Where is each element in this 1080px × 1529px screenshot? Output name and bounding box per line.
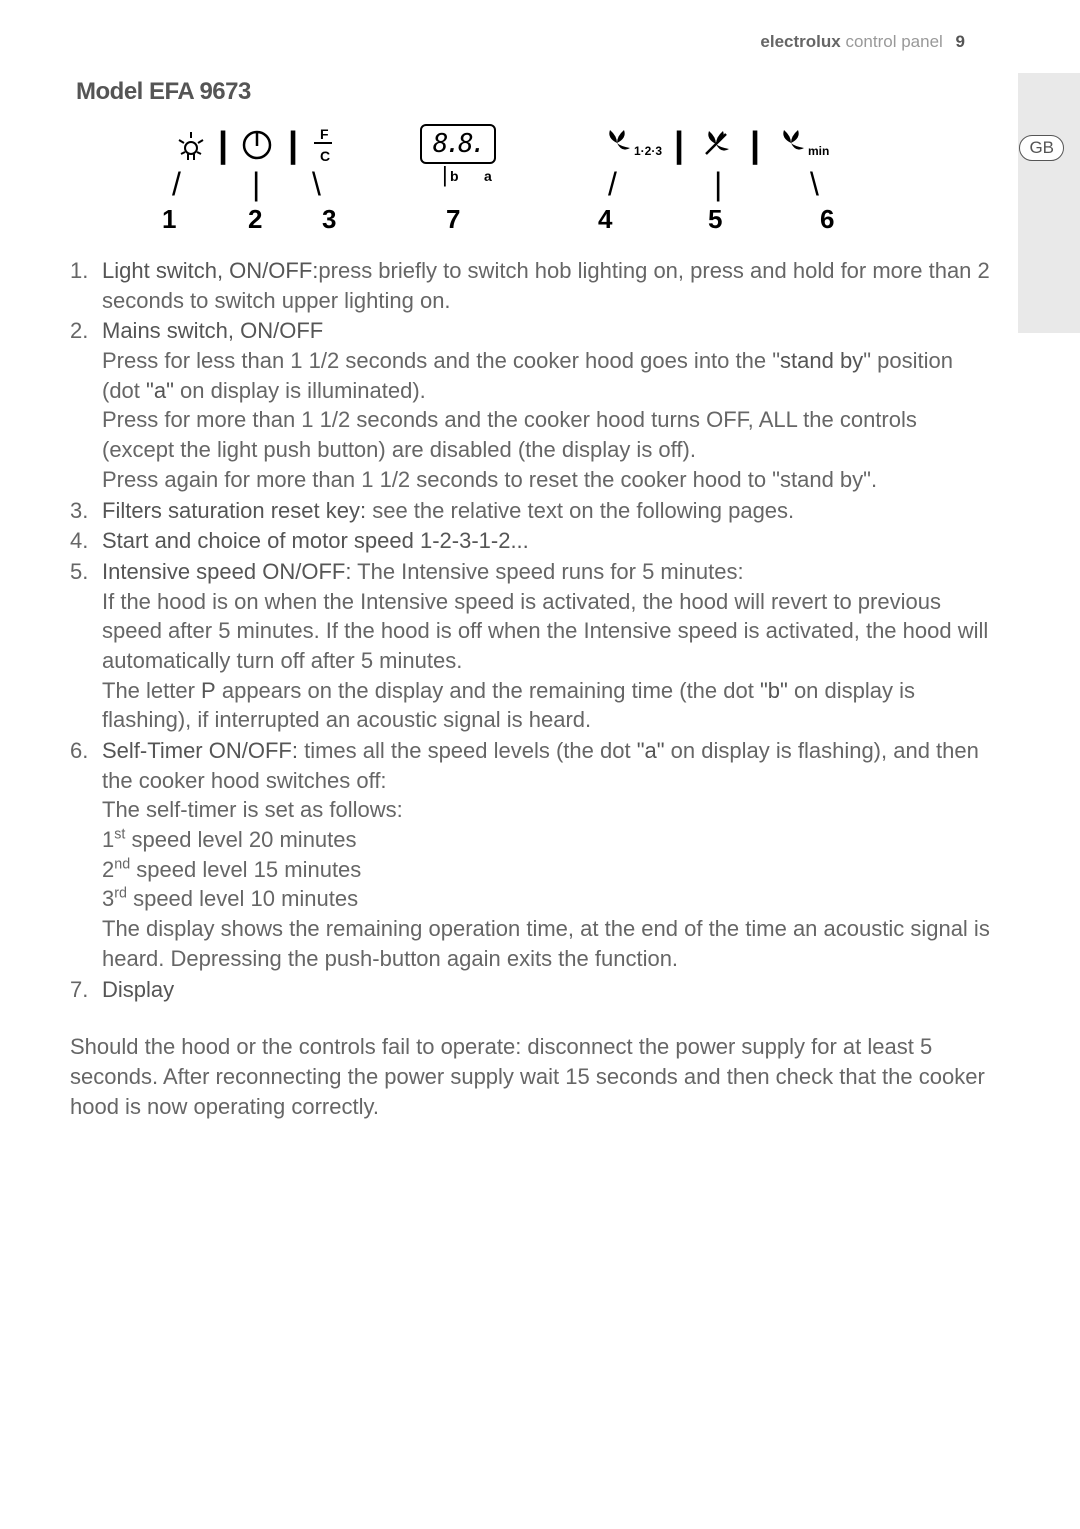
instructions-list: 1.Light switch, ON/OFF:press briefly to …: [70, 256, 990, 1004]
list-item-5: 5.Intensive speed ON/OFF: The Intensive …: [70, 557, 990, 735]
label-b: b: [450, 168, 459, 184]
side-tab: [1018, 73, 1080, 333]
diagram-number-5: 5: [708, 204, 722, 235]
item5-lead: Intensive speed ON/OFF:: [102, 559, 351, 584]
content-body: 1.Light switch, ON/OFF:press briefly to …: [70, 256, 990, 1121]
pointer-line: /: [172, 166, 181, 203]
display-box: 8.8.: [420, 124, 496, 164]
section-name: control panel: [845, 32, 942, 51]
item5-text3d: "b": [760, 678, 788, 703]
display-value: 8.8.: [433, 129, 484, 159]
item6-text2: The self-timer is set as follows:: [70, 795, 990, 825]
label-123: 1·2·3: [634, 144, 662, 158]
list-item-2: 2.Mains switch, ON/OFF Press for less th…: [70, 316, 990, 494]
item3-text: see the relative text on the following p…: [366, 498, 794, 523]
item6-text1b: "a": [637, 738, 665, 763]
item6-text1a: times all the speed levels (the dot: [298, 738, 637, 763]
label-a: a: [484, 168, 492, 184]
diagram-number-4: 4: [598, 204, 612, 235]
item6-s3: speed level 10 minutes: [127, 886, 358, 911]
pointer-line: \: [312, 166, 321, 203]
pointer-line: \: [810, 166, 819, 203]
fan-strike-icon: [700, 128, 732, 168]
item6-s2: speed level 15 minutes: [130, 857, 361, 882]
item5-text1: The Intensive speed runs for 5 minutes:: [351, 559, 743, 584]
item6-lead: Self-Timer ON/OFF:: [102, 738, 298, 763]
item5-text3b: P: [201, 678, 216, 703]
pointer-line: |: [442, 162, 448, 188]
pointer-line: |: [714, 166, 722, 203]
item2-p1e: on display is illuminated).: [174, 378, 426, 403]
list-item-1: 1.Light switch, ON/OFF:press briefly to …: [70, 256, 990, 315]
item6-text3: The display shows the remaining operatio…: [70, 914, 990, 973]
label-min: min: [808, 144, 829, 158]
item2-p1d: "a": [146, 378, 174, 403]
item2-p3: Press again for more than 1 1/2 seconds …: [70, 465, 990, 495]
separator-icon: |: [750, 124, 760, 166]
light-icon: [175, 130, 207, 170]
diagram-number-1: 1: [162, 204, 176, 235]
pointer-line: /: [608, 166, 617, 203]
model-title: Model EFA 9673: [76, 78, 251, 106]
label-c: C: [320, 148, 330, 164]
fan-min-icon: [776, 128, 806, 166]
item5-text3a: The letter: [102, 678, 201, 703]
fan-icon: [602, 128, 632, 166]
separator-icon: |: [674, 124, 684, 166]
footer-paragraph: Should the hood or the controls fail to …: [70, 1032, 990, 1121]
item2-p2: Press for more than 1 1/2 seconds and th…: [70, 405, 990, 464]
list-item-6: 6.Self-Timer ON/OFF: times all the speed…: [70, 736, 990, 974]
item3-lead: Filters saturation reset key:: [102, 498, 366, 523]
list-item-7: 7.Display: [70, 975, 990, 1005]
item2-p1a: Press for less than 1 1/2 seconds and th…: [102, 348, 780, 373]
brand-name: electrolux: [760, 32, 840, 51]
separator-icon: |: [218, 124, 228, 166]
item6-s1: speed level 20 minutes: [125, 827, 356, 852]
item7-lead: Display: [102, 977, 174, 1002]
diagram-number-6: 6: [820, 204, 834, 235]
item5-text3c: appears on the display and the remaining…: [216, 678, 760, 703]
item4-lead: Start and choice of motor speed 1-2-3-1-…: [102, 528, 529, 553]
label-f: F: [320, 126, 329, 142]
page-header: electrolux control panel 9: [760, 32, 965, 52]
pointer-line: |: [252, 166, 260, 203]
item5-text2: If the hood is on when the Intensive spe…: [70, 587, 990, 676]
diagram-number-3: 3: [322, 204, 336, 235]
item1-lead: Light switch, ON/OFF:: [102, 258, 318, 283]
divider-line: [314, 142, 332, 144]
power-icon: [240, 128, 274, 170]
list-item-4: 4.Start and choice of motor speed 1-2-3-…: [70, 526, 990, 556]
diagram-number-7: 7: [446, 204, 460, 235]
language-badge: GB: [1019, 135, 1064, 161]
separator-icon: |: [288, 124, 298, 166]
page-number: 9: [956, 32, 965, 51]
control-panel-diagram: | | F C / | \ 1 2 3 8.8. | b a 7 1·2·3 |…: [140, 126, 940, 236]
item2-lead: Mains switch, ON/OFF: [102, 318, 323, 343]
diagram-number-2: 2: [248, 204, 262, 235]
list-item-3: 3.Filters saturation reset key: see the …: [70, 496, 990, 526]
item2-p1b: stand by: [780, 348, 863, 373]
